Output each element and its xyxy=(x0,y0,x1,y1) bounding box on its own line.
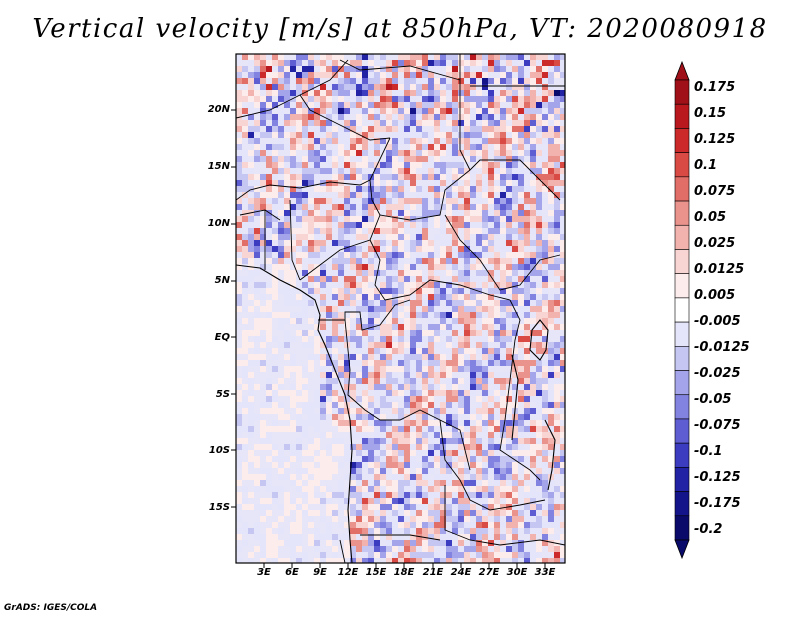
colorbar-swatch xyxy=(674,370,690,396)
lon-label-9e: 9E xyxy=(313,567,327,578)
map-title: Vertical velocity [m/s] at 850hPa, VT: 2… xyxy=(32,14,768,44)
credit-text: GrADS: IGES/COLA xyxy=(4,603,98,613)
country-borders xyxy=(236,54,565,563)
colorbar-label: -0.05 xyxy=(694,392,732,407)
colorbar-swatch xyxy=(674,200,690,226)
colorbar-swatch xyxy=(674,467,690,492)
lon-label-30e: 30E xyxy=(506,567,528,578)
colorbar-swatch xyxy=(674,321,690,347)
lon-label-21e: 21E xyxy=(422,567,444,578)
colorbar-label: 0.1 xyxy=(694,158,718,173)
colorbar-top-arrow xyxy=(674,60,690,81)
lon-label-12e: 12E xyxy=(337,567,359,578)
colorbar-bottom-arrow xyxy=(674,539,690,560)
colorbar-label: 0.05 xyxy=(694,210,727,225)
lon-label-3e: 3E xyxy=(257,567,271,578)
lon-label-18e: 18E xyxy=(393,567,415,578)
lon-label-33e: 33E xyxy=(534,567,556,578)
lon-label-15e: 15E xyxy=(365,567,387,578)
lon-label-24e: 24E xyxy=(450,567,472,578)
colorbar-label: -0.125 xyxy=(694,470,741,485)
colorbar-label: -0.075 xyxy=(694,418,741,433)
vertical-velocity-field xyxy=(236,54,565,563)
lat-label-eq: EQ xyxy=(214,332,230,343)
plot-frame xyxy=(235,53,566,564)
colorbar-swatch xyxy=(674,128,690,153)
colorbar-label: 0.175 xyxy=(694,80,736,95)
colorbar-label: 0.125 xyxy=(694,132,736,147)
colorbar-label: 0.15 xyxy=(694,106,727,121)
colorbar-swatch xyxy=(674,176,690,202)
colorbar-swatch xyxy=(674,442,690,468)
colorbar-label: -0.0125 xyxy=(694,340,750,355)
colorbar-swatch xyxy=(674,491,690,517)
colorbar-label: -0.025 xyxy=(694,366,741,381)
colorbar-swatch xyxy=(674,79,690,105)
lat-label-5n: 5N xyxy=(214,275,230,286)
colorbar-label: -0.175 xyxy=(694,496,741,511)
lat-label-10n: 10N xyxy=(207,218,230,229)
colorbar-swatch xyxy=(674,249,690,274)
colorbar-swatch xyxy=(674,297,690,323)
colorbar-swatch xyxy=(674,224,690,250)
colorbar-label: -0.005 xyxy=(694,314,741,329)
lat-label-10s: 10S xyxy=(208,445,230,456)
colorbar-label: -0.1 xyxy=(694,444,723,459)
lat-label-15s: 15S xyxy=(208,502,230,513)
colorbar-swatch xyxy=(674,152,690,178)
colorbar-swatch xyxy=(674,418,690,444)
colorbar-label: 0.005 xyxy=(694,288,736,303)
lon-label-6e: 6E xyxy=(285,567,299,578)
colorbar-swatch xyxy=(674,515,690,541)
colorbar-label: 0.0125 xyxy=(694,262,745,277)
colorbar xyxy=(674,60,690,560)
lat-label-5s: 5S xyxy=(215,389,230,400)
coastline xyxy=(236,264,556,563)
lat-label-15n: 15N xyxy=(207,161,230,172)
colorbar-swatch xyxy=(674,394,690,420)
colorbar-label: -0.2 xyxy=(694,522,723,537)
colorbar-label: 0.025 xyxy=(694,236,736,251)
colorbar-swatch xyxy=(674,273,690,299)
colorbar-swatch xyxy=(674,103,690,129)
colorbar-label: 0.075 xyxy=(694,184,736,199)
lon-label-27e: 27E xyxy=(478,567,500,578)
lat-label-20n: 20N xyxy=(207,104,230,115)
colorbar-swatch xyxy=(674,346,690,371)
